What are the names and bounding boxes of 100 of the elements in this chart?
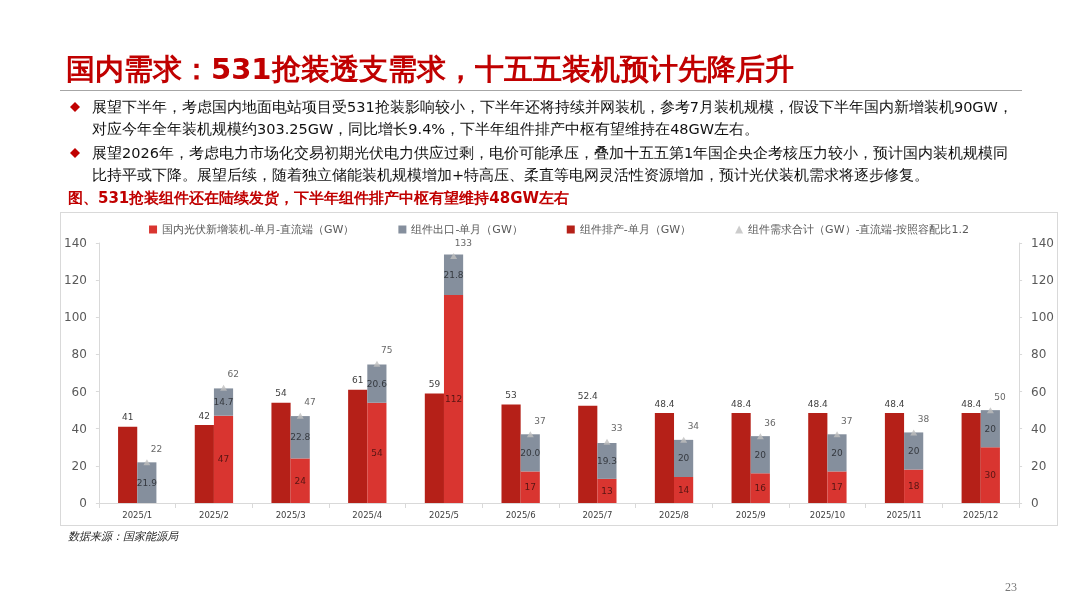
point [296,412,304,419]
data-label: 47 [217,454,230,465]
bar [808,413,828,503]
point [526,431,534,438]
bar [271,402,291,503]
bar [731,413,751,503]
data-label: 41 [121,412,134,423]
x-tick-label: 2025/10 [809,509,846,520]
y2-tick-label: 0 [1031,496,1039,510]
y-tick-label: 20 [71,458,87,473]
data-label: 30 [984,470,997,481]
data-label: 20 [907,446,920,456]
text: 23 [1005,580,1017,595]
x-tick-label: 2025/1 [122,509,153,520]
data-label: 37 [841,415,853,426]
chart-subtitle: 图、531抢装组件还在陆续发货，下半年组件排产中枢有望维持48GW左右 [68,189,570,208]
data-label: 54 [275,388,288,399]
data-label: 20 [754,449,767,460]
y2-tick-label: 40 [1031,421,1047,436]
x-tick-label: 2025/2 [198,509,229,520]
x-tick-label: 2025/6 [505,509,536,520]
data-label: 14.7 [213,397,234,408]
data-label: 22 [150,443,163,454]
data-label: 61 [351,375,364,386]
data-label: 38 [917,413,930,424]
x-tick-label: 2025/7 [582,509,613,520]
point [373,360,381,367]
data-label: 48.4 [731,398,752,409]
data-label: 54 [371,447,383,458]
y2-tick-label: 20 [1031,458,1047,473]
text: 展望下半年，考虑国内地面电站项目受531抢装影响较小，下半年还将持续并网装机，参考7月装机规模，假设下半年国内新增装机90GW，对应今年全年装机规模约303.25GW，同比增长9.4%，下半年组件排产中枢有望维持在48GW左右。 [92,99,1013,137]
point [756,433,764,440]
point [450,253,458,259]
x-tick-label: 2025/5 [429,509,459,520]
legend-label: 国内光伏新增装机-单月-直流端（GW） [162,223,355,236]
x-tick-label: 2025/3 [275,509,306,520]
bar [520,471,540,503]
legend-label: 组件出口-单月（GW） [411,223,523,236]
y-tick-label: 40 [71,421,87,436]
data-label: 22.8 [290,432,311,443]
y2-tick-label: 100 [1031,310,1054,325]
point [143,459,151,466]
y-tick-label: 140 [64,236,87,250]
text: 展望2026年，考虑电力市场化交易初期光伏电力供应过剩，电价可能承压，叠加十五五第1年国企央企考核压力较小，预计国内装机规模同比持平或下降。展望后续，随着独立储能装机规模增加+特高压、柔直等电网灵活性资源增加，预计光伏装机需求将逐步修复。 [92,145,1009,183]
data-label: 20 [831,447,843,458]
data-label: 17 [831,482,843,493]
x-tick-label: 2025/9 [735,509,766,520]
y2-tick-label: 120 [1031,273,1054,288]
data-label: 18 [907,481,920,492]
point [833,431,841,438]
data-label: 59 [428,378,441,389]
data-label: 13 [601,485,613,496]
data-label: 112 [444,394,463,404]
data-label: 20 [677,453,690,464]
data-label: 48.4 [807,398,829,409]
bar [578,405,598,503]
bar [674,477,694,503]
bar [501,404,521,503]
source-note: 数据来源：国家能源局 [68,529,178,544]
data-label: 37 [534,415,546,426]
point [220,384,228,391]
y2-tick-label: 140 [1031,236,1054,250]
data-label: 20.0 [520,447,541,458]
x-tick-label: 2025/11 [886,509,922,520]
y-tick-label: 80 [71,347,87,362]
data-label: 75 [380,345,393,356]
data-label: 133 [454,237,472,248]
data-label: 16 [754,483,767,494]
bar [884,413,905,503]
x-tick-label: 2025/12 [963,509,999,520]
bar [597,478,617,503]
y-tick-label: 120 [64,273,87,288]
data-label: 42 [198,410,211,421]
data-label: 20 [984,423,997,434]
point [986,407,994,414]
data-label: 33 [610,423,623,434]
data-label: 47 [304,397,316,408]
data-label: 17 [524,482,536,493]
point [603,438,611,445]
data-label: 48.4 [884,398,905,409]
y2-tick-label: 60 [1031,384,1047,399]
y2-tick-label: 80 [1031,347,1047,362]
chart-title: 国内需求：531抢装透支需求，十五五装机预计先降后升 [66,51,794,88]
y-tick-label: 100 [64,310,87,325]
x-tick-label: 2025/4 [352,509,383,520]
y-tick-label: 0 [79,496,87,510]
data-label: 52.4 [577,391,599,402]
bar [654,413,675,503]
data-label: 14 [677,485,690,495]
data-label: 53 [505,390,517,401]
x-tick-label: 2025/8 [659,509,689,520]
data-label: 48.4 [654,398,675,409]
data-label: 21.8 [443,269,464,280]
legend-label: 组件排产-单月（GW） [579,223,692,236]
data-label: 24 [294,475,307,486]
data-label: 48.4 [961,398,982,409]
point [680,436,688,443]
y-tick-label: 60 [71,384,87,399]
legend-label: 组件需求合计（GW）-直流端-按照容配比1.2 [748,223,969,236]
data-label: 50 [994,391,1007,402]
